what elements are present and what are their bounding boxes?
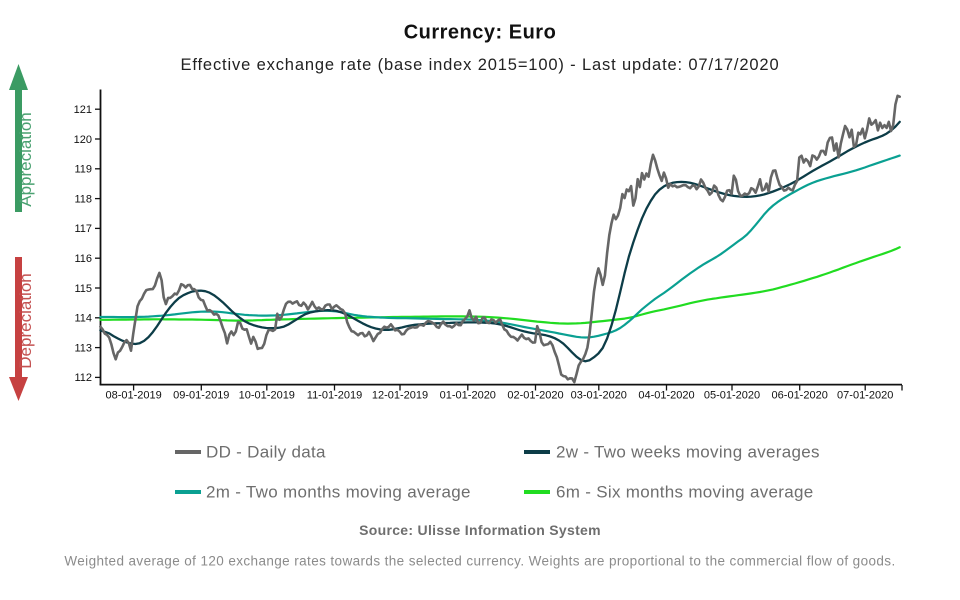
svg-text:Weighted average of 120 exchan: Weighted average of 120 exchange rates t… <box>64 554 895 569</box>
svg-text:Currency: Euro: Currency: Euro <box>404 22 557 44</box>
svg-text:121: 121 <box>74 104 92 116</box>
svg-text:118: 118 <box>74 193 92 205</box>
svg-text:115: 115 <box>74 283 92 295</box>
svg-text:112: 112 <box>74 372 92 384</box>
svg-text:Appreciation: Appreciation <box>16 112 35 207</box>
svg-text:12-01-2019: 12-01-2019 <box>372 390 428 402</box>
svg-text:04-01-2020: 04-01-2020 <box>638 390 694 402</box>
svg-text:113: 113 <box>74 342 92 354</box>
svg-text:05-01-2020: 05-01-2020 <box>704 390 760 402</box>
svg-text:07-01-2020: 07-01-2020 <box>837 390 893 402</box>
svg-text:03-01-2020: 03-01-2020 <box>571 390 627 402</box>
svg-text:2w - Two weeks moving averages: 2w - Two weeks moving averages <box>556 443 820 462</box>
svg-text:09-01-2019: 09-01-2019 <box>173 390 229 402</box>
svg-text:Effective exchange rate (base: Effective exchange rate (base index 2015… <box>181 56 780 74</box>
svg-text:DD - Daily data: DD - Daily data <box>206 443 326 462</box>
svg-text:06-01-2020: 06-01-2020 <box>772 390 828 402</box>
svg-text:2m - Two months moving average: 2m - Two months moving average <box>206 483 471 502</box>
svg-text:11-01-2019: 11-01-2019 <box>307 390 362 402</box>
svg-text:119: 119 <box>74 164 92 176</box>
svg-text:117: 117 <box>74 223 92 235</box>
svg-text:114: 114 <box>74 313 92 325</box>
svg-text:120: 120 <box>74 134 92 146</box>
svg-text:116: 116 <box>74 253 92 265</box>
svg-text:08-01-2019: 08-01-2019 <box>105 390 161 402</box>
svg-text:Source: Ulisse Information Sys: Source: Ulisse Information System <box>359 522 601 538</box>
svg-text:10-01-2019: 10-01-2019 <box>239 390 295 402</box>
svg-text:6m - Six months moving average: 6m - Six months moving average <box>556 483 814 502</box>
svg-text:Depreciation: Depreciation <box>16 273 35 368</box>
svg-text:02-01-2020: 02-01-2020 <box>507 390 563 402</box>
svg-text:01-01-2020: 01-01-2020 <box>440 390 496 402</box>
